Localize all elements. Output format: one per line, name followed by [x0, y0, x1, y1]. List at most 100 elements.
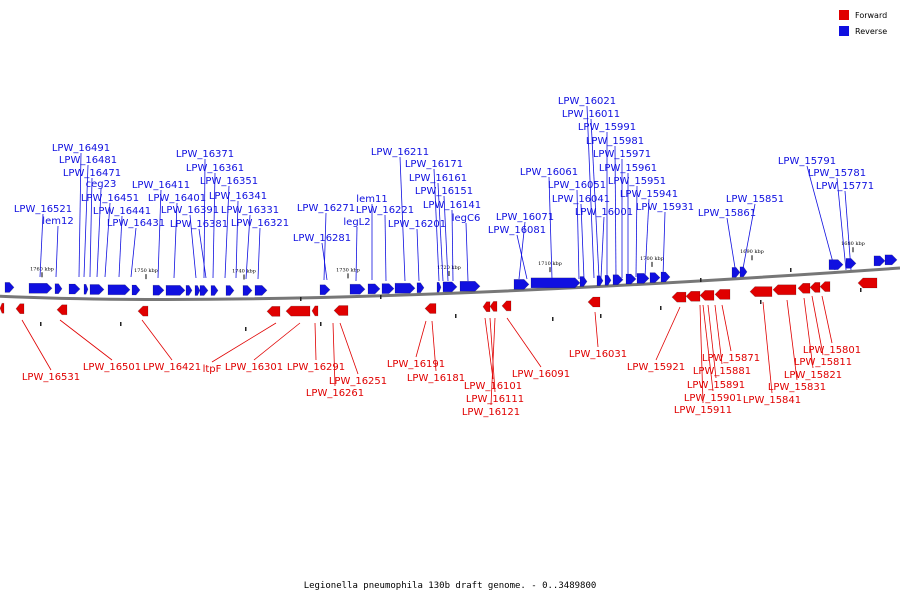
forward-gene-arrow[interactable]	[809, 282, 821, 293]
gene-label-lpw-15881[interactable]: LPW_15881	[693, 366, 751, 377]
gene-label-lpw-15831[interactable]: LPW_15831	[768, 382, 826, 393]
forward-gene-arrow[interactable]	[489, 301, 498, 312]
reverse-gene-arrow[interactable]	[579, 276, 588, 287]
gene-label-lpw-15921[interactable]: LPW_15921	[627, 362, 685, 373]
forward-gene-arrow[interactable]	[424, 303, 437, 314]
forward-gene-arrow[interactable]	[699, 290, 715, 301]
gene-label-lpw-16261[interactable]: LPW_16261	[306, 388, 364, 399]
gene-label-lpw-16071[interactable]: LPW_16071	[496, 212, 554, 223]
reverse-gene-arrow[interactable]	[873, 255, 886, 267]
reverse-gene-arrow[interactable]	[107, 284, 131, 296]
gene-label-lpw-15851[interactable]: LPW_15851	[726, 194, 784, 205]
gene-label-lpw-15781[interactable]: LPW_15781	[808, 168, 866, 179]
gene-label-legl2[interactable]: legL2	[343, 217, 370, 228]
gene-label-lpw-16251[interactable]: LPW_16251	[329, 376, 387, 387]
gene-label-ceg23[interactable]: ceg23	[86, 179, 117, 190]
forward-gene-arrow[interactable]	[857, 277, 878, 289]
reverse-gene-arrow[interactable]	[242, 285, 253, 296]
reverse-gene-arrow[interactable]	[185, 285, 193, 296]
reverse-gene-arrow[interactable]	[459, 280, 481, 292]
gene-label-lpw-16081[interactable]: LPW_16081	[488, 225, 546, 236]
gene-label-lpw-16151[interactable]: LPW_16151	[415, 186, 473, 197]
gene-label-lpw-16001[interactable]: LPW_16001	[575, 207, 633, 218]
reverse-gene-arrow[interactable]	[4, 282, 15, 293]
gene-label-lpw-16391[interactable]: LPW_16391	[161, 205, 219, 216]
gene-label-legc6[interactable]: legC6	[452, 213, 481, 224]
gene-label-lpw-16121[interactable]: LPW_16121	[462, 407, 520, 418]
gene-label-lpw-16111[interactable]: LPW_16111	[466, 394, 524, 405]
gene-label-lem11[interactable]: lem11	[356, 194, 387, 205]
gene-label-lpw-15861[interactable]: LPW_15861	[698, 208, 756, 219]
reverse-gene-arrow[interactable]	[89, 284, 105, 295]
forward-gene-arrow[interactable]	[0, 302, 5, 314]
gene-label-lpw-15811[interactable]: LPW_15811	[794, 357, 852, 368]
gene-label-lpw-16161[interactable]: LPW_16161	[409, 173, 467, 184]
reverse-gene-arrow[interactable]	[199, 285, 209, 296]
gene-label-lpw-15871[interactable]: LPW_15871	[702, 353, 760, 364]
gene-label-lpw-16471[interactable]: LPW_16471	[63, 168, 121, 179]
forward-gene-arrow[interactable]	[772, 284, 797, 296]
reverse-gene-arrow[interactable]	[319, 284, 331, 296]
gene-label-lpw-16011[interactable]: LPW_16011	[562, 109, 620, 120]
reverse-gene-arrow[interactable]	[68, 283, 81, 295]
reverse-gene-arrow[interactable]	[436, 281, 442, 293]
reverse-gene-arrow[interactable]	[394, 282, 416, 294]
gene-label-lpw-16441[interactable]: LPW_16441	[93, 206, 151, 217]
gene-label-lpw-16301[interactable]: LPW_16301	[225, 362, 283, 373]
reverse-gene-arrow[interactable]	[83, 283, 89, 295]
gene-label-lpw-16331[interactable]: LPW_16331	[221, 205, 279, 216]
forward-gene-arrow[interactable]	[501, 300, 512, 312]
reverse-gene-arrow[interactable]	[131, 284, 141, 296]
gene-label-lpw-16171[interactable]: LPW_16171	[405, 159, 463, 170]
gene-label-lpw-16531[interactable]: LPW_16531	[22, 372, 80, 383]
reverse-gene-arrow[interactable]	[604, 274, 612, 286]
gene-label-lpw-16181[interactable]: LPW_16181	[407, 373, 465, 384]
gene-label-lpw-15891[interactable]: LPW_15891	[687, 380, 745, 391]
forward-gene-arrow[interactable]	[266, 306, 281, 317]
gene-label-lpw-16021[interactable]: LPW_16021	[558, 96, 616, 107]
forward-gene-arrow[interactable]	[587, 296, 601, 308]
reverse-gene-arrow[interactable]	[54, 283, 63, 294]
reverse-gene-arrow[interactable]	[636, 273, 650, 284]
gene-label-lpw-15991[interactable]: LPW_15991	[578, 122, 636, 133]
gene-label-lpw-16361[interactable]: LPW_16361	[186, 163, 244, 174]
gene-label-lpw-16381[interactable]: LPW_16381	[170, 219, 228, 230]
reverse-gene-arrow[interactable]	[210, 285, 219, 296]
gene-label-lpw-16141[interactable]: LPW_16141	[423, 200, 481, 211]
gene-label-ltpf[interactable]: ltpF	[203, 364, 222, 375]
reverse-gene-arrow[interactable]	[884, 254, 898, 266]
gene-label-lpw-16481[interactable]: LPW_16481	[59, 155, 117, 166]
gene-label-lpw-16211[interactable]: LPW_16211	[371, 147, 429, 158]
gene-label-lpw-16041[interactable]: LPW_16041	[552, 194, 610, 205]
reverse-gene-arrow[interactable]	[828, 259, 844, 270]
forward-gene-arrow[interactable]	[685, 290, 701, 302]
gene-label-lpw-15901[interactable]: LPW_15901	[684, 393, 742, 404]
reverse-gene-arrow[interactable]	[254, 285, 268, 296]
gene-label-lpw-16341[interactable]: LPW_16341	[209, 191, 267, 202]
gene-label-lpw-15941[interactable]: LPW_15941	[620, 189, 678, 200]
forward-gene-arrow[interactable]	[56, 304, 68, 316]
gene-label-lpw-15821[interactable]: LPW_15821	[784, 370, 842, 381]
forward-gene-arrow[interactable]	[671, 291, 687, 303]
reverse-gene-arrow[interactable]	[442, 281, 458, 293]
reverse-gene-arrow[interactable]	[28, 282, 53, 294]
gene-label-lpw-15931[interactable]: LPW_15931	[636, 202, 694, 213]
forward-gene-arrow[interactable]	[311, 305, 319, 317]
gene-label-lpw-16401[interactable]: LPW_16401	[148, 193, 206, 204]
forward-gene-arrow[interactable]	[15, 303, 25, 315]
reverse-gene-arrow[interactable]	[612, 274, 624, 286]
gene-label-lpw-15771[interactable]: LPW_15771	[816, 181, 874, 192]
forward-gene-arrow[interactable]	[797, 282, 811, 294]
reverse-gene-arrow[interactable]	[513, 279, 530, 290]
gene-label-lpw-15841[interactable]: LPW_15841	[743, 395, 801, 406]
gene-label-lpw-16281[interactable]: LPW_16281	[293, 233, 351, 244]
gene-label-lpw-16411[interactable]: LPW_16411	[132, 180, 190, 191]
gene-label-lpw-15791[interactable]: LPW_15791	[778, 156, 836, 167]
gene-label-lpw-16371[interactable]: LPW_16371	[176, 149, 234, 160]
gene-label-lpw-16291[interactable]: LPW_16291	[287, 362, 345, 373]
reverse-gene-arrow[interactable]	[152, 284, 165, 296]
gene-label-lpw-16061[interactable]: LPW_16061	[520, 167, 578, 178]
gene-label-lpw-16491[interactable]: LPW_16491	[52, 143, 110, 154]
reverse-gene-arrow[interactable]	[416, 282, 425, 294]
reverse-gene-arrow[interactable]	[349, 283, 366, 295]
